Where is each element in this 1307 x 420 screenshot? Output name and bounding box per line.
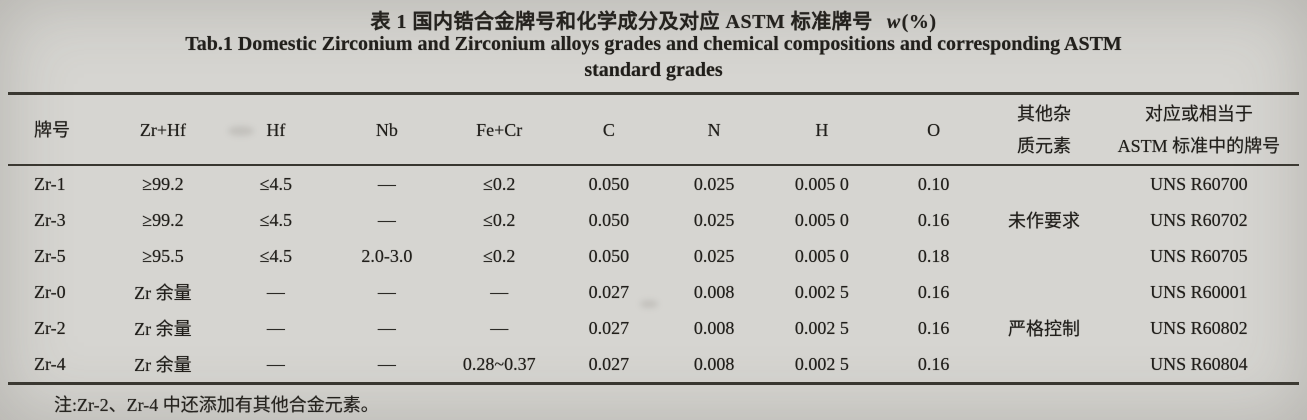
cell-o: 0.10 (917, 173, 950, 194)
table-row-zr3: Zr-3 ≥99.2 ≤4.5 — ≤0.2 0.050 0.025 0.005… (8, 202, 1299, 238)
table-title-en-line1: Tab.1 Domestic Zirconium and Zirconium a… (185, 33, 1122, 55)
cell-zr-hf: Zr 余量 (134, 283, 192, 303)
cell-grade: Zr-4 (34, 353, 66, 374)
cell-c: 0.027 (588, 281, 630, 302)
header-astm-grade: 对应或相当于 ASTM 标准中的牌号 (1098, 93, 1299, 166)
header-o: O (878, 93, 990, 166)
table-body: Zr-1 ≥99.2 ≤4.5 — ≤0.2 0.050 0.025 0.005… (8, 165, 1299, 384)
cell-h: 0.002 5 (794, 353, 849, 374)
cell-o: 0.16 (917, 353, 950, 374)
cell-zr-hf: Zr 余量 (134, 355, 192, 375)
cell-c: 0.050 (588, 173, 630, 194)
cell-grade: Zr-2 (34, 317, 66, 338)
cell-o: 0.16 (917, 281, 950, 302)
cell-c: 0.027 (588, 317, 630, 338)
header-hf: Hf (221, 93, 331, 166)
cell-astm: UNS R60700 (1150, 173, 1248, 194)
cell-other-impurities-group2: 严格控制 (1007, 319, 1080, 339)
header-zr-hf: Zr+Hf (104, 93, 221, 166)
cell-o: 0.16 (917, 209, 950, 230)
table-row-zr5: Zr-5 ≥95.5 ≤4.5 2.0-3.0 ≤0.2 0.050 0.025… (8, 238, 1299, 274)
cell-grade: Zr-5 (34, 245, 66, 266)
cell-zr-hf: ≥99.2 (142, 173, 184, 194)
cell-o: 0.18 (917, 245, 950, 266)
cell-fe-cr: — (490, 317, 509, 338)
cell-zr-hf: Zr 余量 (134, 319, 192, 339)
table-row-zr0: Zr-0 Zr 余量 — — — 0.027 0.008 0.002 5 0.1… (8, 274, 1299, 340)
cell-nb: — (377, 281, 396, 302)
cell-hf: — (266, 353, 285, 374)
table-title-zh-text: 表 1 国内锆合金牌号和化学成分及对应 ASTM 标准牌号 (370, 11, 873, 33)
table-footnote: 注:Zr-2、Zr-4 中还添加有其他合金元素。 (54, 395, 379, 415)
cell-other-impurities-group1: 未作要求 (1007, 211, 1080, 231)
header-nb: Nb (330, 93, 444, 166)
table-title-zh: 表 1 国内锆合金牌号和化学成分及对应 ASTM 标准牌号 w(%) (0, 5, 1307, 34)
cell-hf: — (266, 281, 285, 302)
cell-h: 0.005 0 (794, 173, 849, 194)
cell-grade: Zr-3 (34, 209, 66, 230)
header-other-impurities-line2: 质元素 (1016, 135, 1071, 156)
cell-hf: ≤4.5 (259, 209, 293, 230)
cell-astm: UNS R60804 (1150, 353, 1248, 374)
cell-astm: UNS R60702 (1150, 209, 1248, 230)
cell-grade: Zr-1 (34, 173, 66, 194)
header-n: N (662, 93, 766, 166)
cell-hf: ≤4.5 (259, 173, 293, 194)
header-h: H (765, 93, 879, 166)
cell-c: 0.050 (588, 245, 630, 266)
cell-o: 0.16 (917, 317, 950, 338)
cell-zr-hf: ≥99.2 (142, 209, 184, 230)
cell-n: 0.008 (693, 353, 735, 374)
cell-c: 0.027 (588, 353, 630, 374)
cell-nb: 2.0-3.0 (361, 245, 413, 266)
cell-hf: — (266, 317, 285, 338)
unit-symbol: w (886, 11, 901, 33)
cell-fe-cr: ≤0.2 (483, 173, 516, 194)
cell-n: 0.025 (693, 245, 735, 266)
header-c: C (555, 93, 663, 166)
header-other-impurities: 其他杂 质元素 (989, 93, 1099, 166)
cell-fe-cr: 0.28~0.37 (462, 353, 536, 374)
cell-h: 0.005 0 (794, 245, 849, 266)
header-grade: 牌号 (8, 93, 105, 166)
table-header: 牌号 Zr+Hf Hf Nb Fe+Cr C N H O 其他杂 质元素 对应或… (8, 93, 1299, 166)
cell-h: 0.002 5 (794, 281, 849, 302)
cell-nb: — (377, 317, 396, 338)
cell-h: 0.005 0 (794, 209, 849, 230)
cell-n: 0.025 (693, 209, 735, 230)
cell-zr-hf: ≥95.5 (142, 245, 184, 266)
header-fe-cr: Fe+Cr (443, 93, 556, 166)
table-row-zr1: Zr-1 ≥99.2 ≤4.5 — ≤0.2 0.050 0.025 0.005… (8, 165, 1299, 232)
cell-n: 0.025 (693, 173, 735, 194)
mass-fraction-unit: w(%) (887, 11, 937, 33)
cell-fe-cr: — (490, 281, 509, 302)
cell-nb: — (377, 173, 396, 194)
table-row-zr4: Zr-4 Zr 余量 — — 0.28~0.37 0.027 0.008 0.0… (8, 346, 1299, 384)
header-astm-grade-line1: 对应或相当于 (1144, 103, 1253, 124)
header-astm-grade-line2: ASTM 标准中的牌号 (1117, 135, 1281, 156)
table-title-en-line2: standard grades (584, 59, 723, 81)
cell-n: 0.008 (693, 281, 735, 302)
cell-nb: — (377, 209, 396, 230)
cell-astm: UNS R60705 (1150, 245, 1248, 266)
cell-h: 0.002 5 (794, 317, 849, 338)
cell-c: 0.050 (588, 209, 630, 230)
header-row: 牌号 Zr+Hf Hf Nb Fe+Cr C N H O 其他杂 质元素 对应或… (8, 93, 1299, 166)
cell-n: 0.008 (693, 317, 735, 338)
unit-paren: (%) (901, 11, 937, 33)
header-other-impurities-line1: 其他杂 (1016, 103, 1071, 124)
cell-fe-cr: ≤0.2 (483, 245, 516, 266)
cell-grade: Zr-0 (34, 281, 66, 302)
alloy-composition-table: 牌号 Zr+Hf Hf Nb Fe+Cr C N H O 其他杂 质元素 对应或… (8, 92, 1299, 385)
cell-fe-cr: ≤0.2 (483, 209, 516, 230)
cell-nb: — (377, 353, 396, 374)
cell-hf: ≤4.5 (259, 245, 293, 266)
table-row-zr2: Zr-2 Zr 余量 — — — 0.027 0.008 0.002 5 0.1… (8, 310, 1299, 346)
cell-astm: UNS R60802 (1150, 317, 1248, 338)
cell-astm: UNS R60001 (1150, 281, 1248, 302)
